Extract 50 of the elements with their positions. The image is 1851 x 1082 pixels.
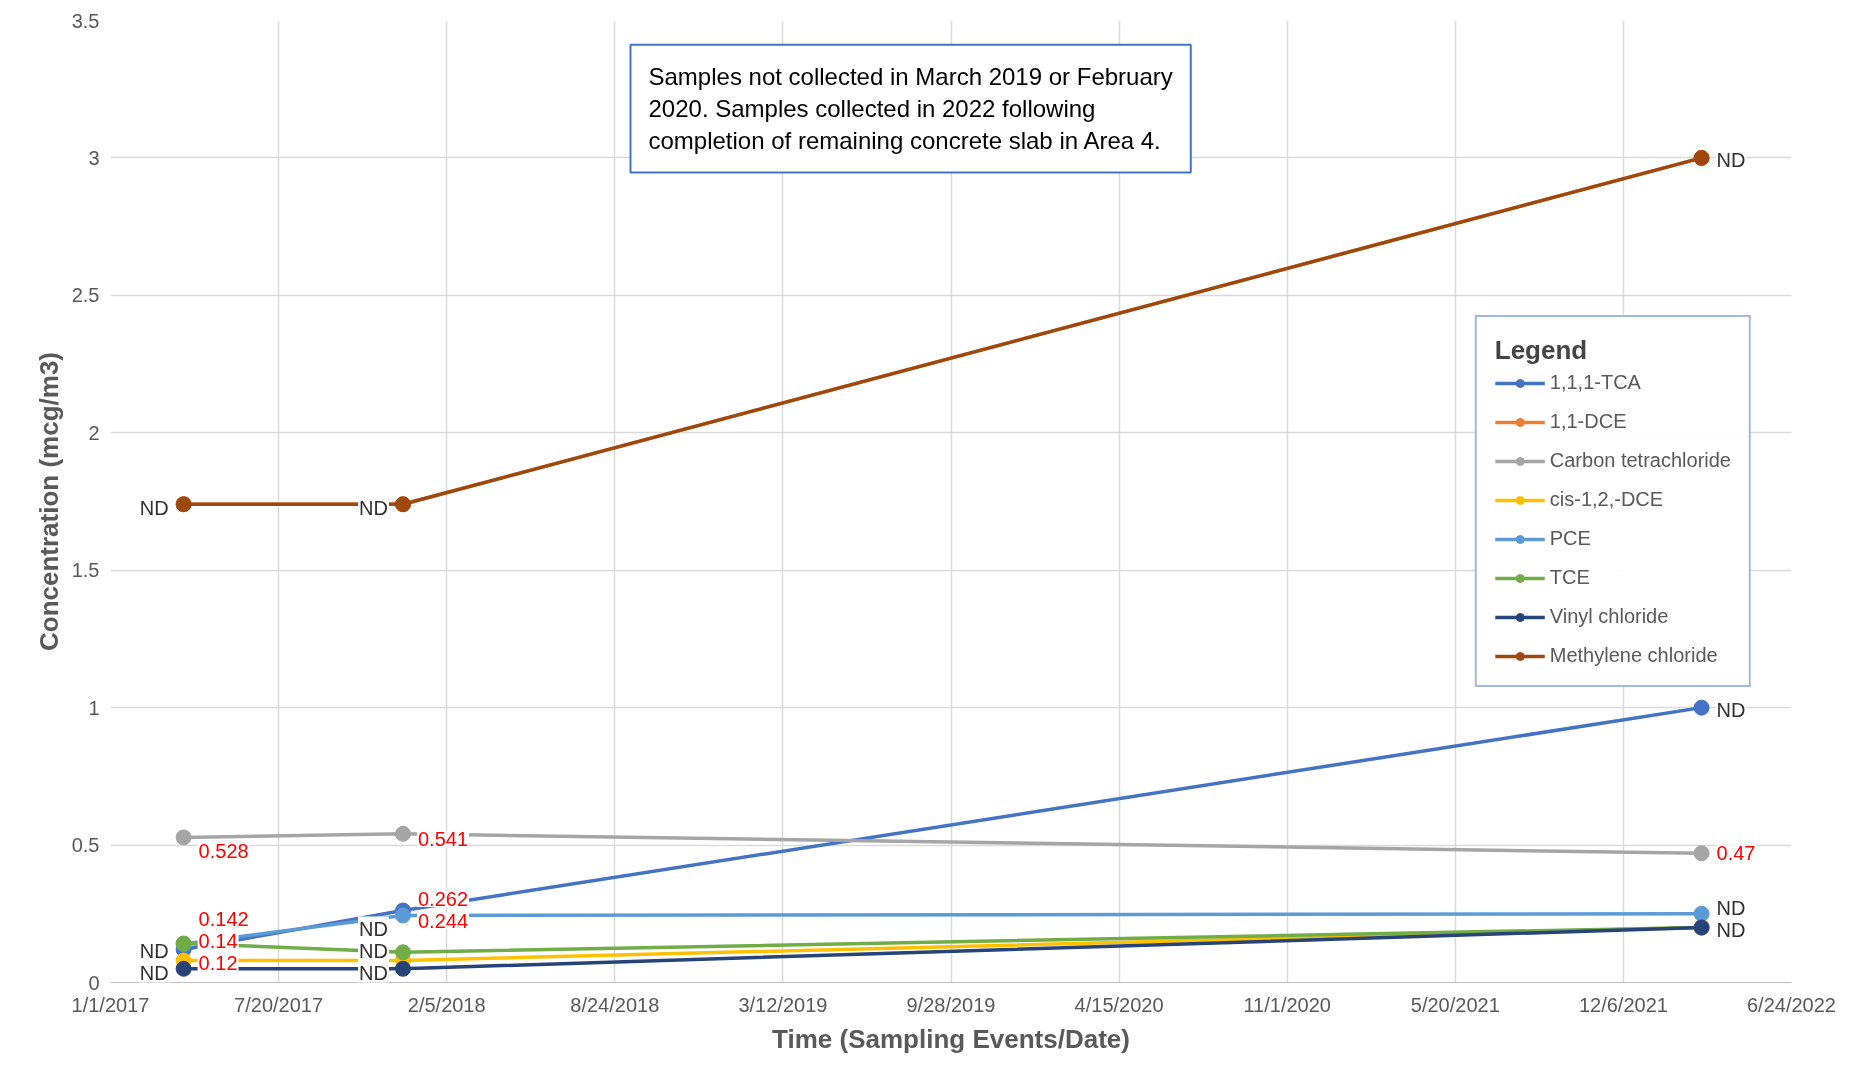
- data-label: ND: [139, 496, 169, 519]
- legend-label: 1,1-DCE: [1549, 410, 1627, 433]
- data-label: ND: [1716, 148, 1746, 171]
- x-tick-label: 12/6/2021: [1578, 993, 1668, 1016]
- legend-title: Legend: [1494, 335, 1589, 366]
- y-tick-label: 0.5: [71, 834, 100, 857]
- legend-label: TCE: [1549, 566, 1590, 589]
- x-tick-label: 2/5/2018: [407, 993, 486, 1016]
- annotation: Samples not collected in March 2019 or February 2020. Samples collected in 2022 following completion of remaining concrete slab in Area 4.: [648, 62, 1173, 155]
- data-label: 0.12: [198, 952, 238, 975]
- data-label: 0.47: [1716, 842, 1756, 865]
- y-tick-label: 3: [88, 146, 100, 169]
- y-tick-label: 2.5: [71, 284, 100, 307]
- y-tick-label: 3.5: [71, 9, 100, 32]
- data-label: 0.142: [198, 908, 249, 931]
- legend-label: Vinyl chloride: [1549, 605, 1669, 628]
- y-tick-label: 1: [88, 696, 100, 719]
- data-label: ND: [359, 917, 388, 940]
- x-tick-label: 7/20/2017: [234, 993, 324, 1016]
- data-label: 0.262: [417, 888, 469, 911]
- data-label: 0.14: [198, 930, 238, 953]
- x-tick-label: 1/1/2017: [71, 993, 150, 1016]
- data-label: ND: [1716, 698, 1746, 721]
- data-label: ND: [1716, 918, 1746, 941]
- x-tick-label: 9/28/2019: [906, 993, 996, 1016]
- y-tick-label: 1.5: [71, 559, 100, 582]
- x-tick-label: 4/15/2020: [1074, 993, 1164, 1016]
- legend-label: 1,1,1-TCA: [1549, 371, 1641, 394]
- legend-label: PCE: [1549, 527, 1591, 550]
- y-tick-label: 0: [88, 971, 100, 994]
- data-label: ND: [139, 939, 169, 962]
- x-tick-label: 6/24/2022: [1747, 993, 1836, 1016]
- x-tick-label: 5/20/2021: [1410, 993, 1500, 1016]
- data-label: ND: [359, 939, 388, 962]
- legend-label: Methylene chloride: [1549, 644, 1718, 667]
- x-tick-label: 8/24/2018: [570, 993, 660, 1016]
- y-axis-title: Concentration (mcg/m3): [33, 351, 64, 652]
- x-tick-label: 3/12/2019: [738, 993, 828, 1016]
- data-label: ND: [359, 961, 388, 984]
- data-label: 0.244: [417, 910, 469, 933]
- data-label: ND: [359, 496, 388, 519]
- legend-label: cis-1,2,-DCE: [1549, 488, 1664, 511]
- x-tick-label: 11/1/2020: [1243, 993, 1331, 1016]
- legend-label: Carbon tetrachloride: [1549, 449, 1731, 472]
- data-label: ND: [139, 961, 169, 984]
- data-label: 0.541: [417, 828, 469, 851]
- y-tick-label: 2: [88, 421, 100, 444]
- data-label: ND: [1716, 896, 1746, 919]
- data-label: 0.528: [198, 839, 249, 862]
- x-axis-title: Time (Sampling Events/Date): [772, 1023, 1130, 1054]
